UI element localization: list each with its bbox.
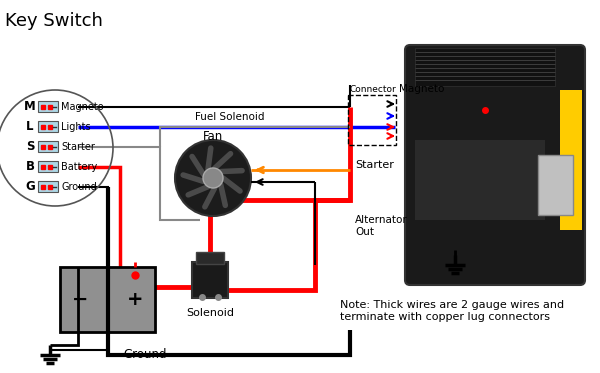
Bar [415, 48, 555, 86]
Text: Starter: Starter [61, 142, 95, 152]
Text: Magneto: Magneto [61, 102, 104, 112]
Text: Key Switch: Key Switch [5, 12, 103, 30]
Text: Note: Thick wires are 2 gauge wires and
terminate with copper lug connectors: Note: Thick wires are 2 gauge wires and … [340, 300, 564, 322]
Text: B: B [25, 160, 35, 173]
Text: Fan: Fan [203, 129, 223, 142]
Bar [60, 267, 155, 332]
Text: M: M [24, 100, 36, 113]
Text: Lights: Lights [61, 122, 91, 132]
Text: Magneto: Magneto [399, 84, 445, 94]
Bar [38, 181, 58, 192]
Bar [38, 161, 58, 172]
Text: Alternator
Out: Alternator Out [355, 215, 408, 237]
Text: Connector: Connector [350, 85, 397, 94]
Bar [538, 155, 573, 215]
Bar [38, 101, 58, 112]
Text: +: + [127, 290, 143, 309]
Bar [415, 140, 545, 220]
Bar [38, 141, 58, 152]
Text: Solenoid: Solenoid [186, 308, 234, 318]
Text: G: G [25, 181, 35, 194]
Bar [348, 95, 396, 145]
Text: −: − [72, 290, 88, 309]
Text: Fuel Solenoid: Fuel Solenoid [195, 112, 265, 122]
Bar [196, 252, 224, 264]
Bar [38, 121, 58, 132]
Text: Ground: Ground [123, 348, 167, 361]
Text: L: L [26, 120, 34, 134]
Circle shape [175, 140, 251, 216]
Text: Starter: Starter [355, 160, 394, 170]
Circle shape [203, 168, 223, 188]
Bar [192, 262, 228, 298]
Text: S: S [26, 141, 34, 154]
Text: Ground: Ground [61, 182, 97, 192]
Bar [560, 90, 582, 230]
FancyBboxPatch shape [405, 45, 585, 285]
Text: Battery: Battery [61, 162, 97, 172]
